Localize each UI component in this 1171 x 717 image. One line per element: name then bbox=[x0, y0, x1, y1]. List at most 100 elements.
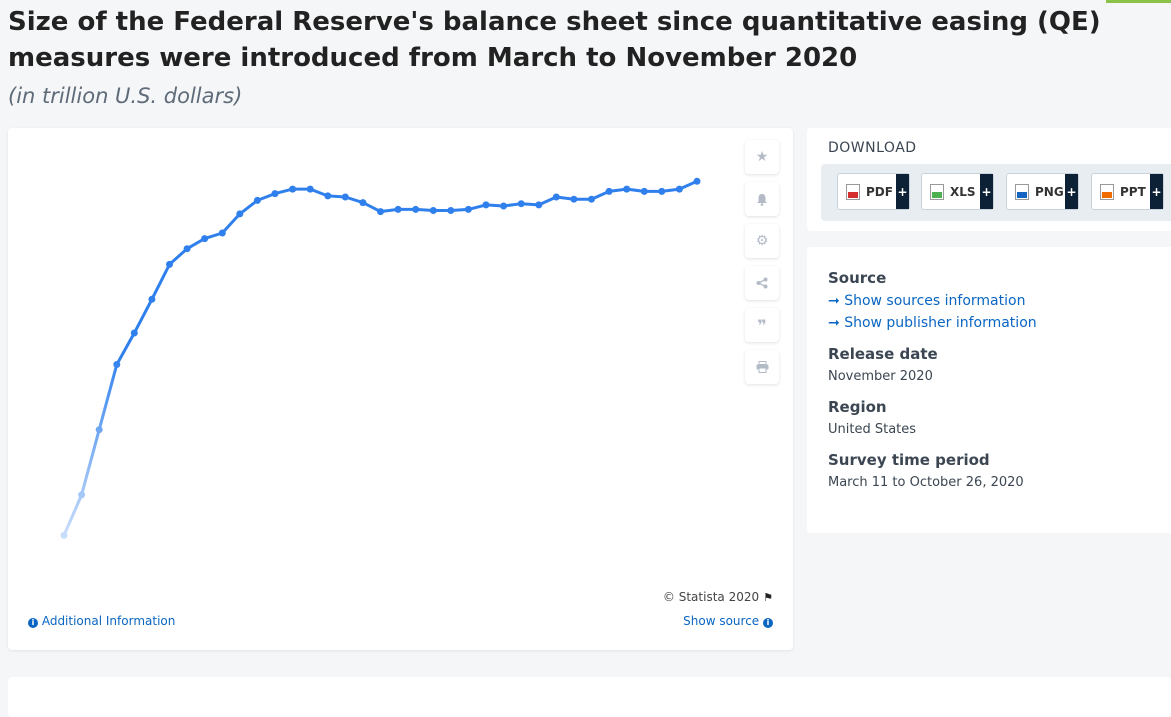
data-point[interactable] bbox=[394, 205, 402, 213]
copyright-text: © Statista 2020 bbox=[662, 590, 760, 604]
cite-button[interactable]: ❞ bbox=[745, 308, 779, 342]
page-title: Size of the Federal Reserve's balance sh… bbox=[8, 7, 1101, 73]
release-heading: Release date bbox=[828, 345, 938, 363]
data-point[interactable] bbox=[675, 185, 683, 193]
data-point[interactable] bbox=[148, 295, 156, 303]
favorite-button[interactable]: ★ bbox=[745, 140, 779, 174]
survey-section: Survey time period March 11 to October 2… bbox=[828, 451, 1168, 490]
download-title: DOWNLOAD bbox=[828, 140, 917, 156]
data-point[interactable] bbox=[166, 260, 173, 268]
region-value: United States bbox=[828, 422, 917, 437]
data-point[interactable] bbox=[306, 185, 314, 193]
data-point[interactable] bbox=[500, 202, 508, 210]
xls-file-icon bbox=[930, 183, 944, 200]
data-point[interactable] bbox=[412, 205, 420, 213]
download-label: XLS bbox=[950, 184, 976, 199]
data-point[interactable] bbox=[113, 361, 121, 368]
data-point[interactable] bbox=[183, 245, 191, 253]
data-point[interactable] bbox=[429, 207, 437, 214]
plus-icon: + bbox=[1065, 174, 1078, 209]
data-point[interactable] bbox=[377, 208, 384, 216]
data-point[interactable] bbox=[341, 193, 349, 201]
source-heading: Source bbox=[828, 269, 887, 287]
data-point[interactable] bbox=[570, 195, 578, 203]
download-label: PPT bbox=[1120, 184, 1146, 199]
chart-toolbar: ★ ⚙ ❞ bbox=[745, 140, 781, 392]
data-point[interactable] bbox=[464, 205, 472, 213]
data-point[interactable] bbox=[253, 196, 261, 204]
show-sources-link[interactable]: ➞ Show sources information bbox=[828, 293, 1168, 309]
data-point[interactable] bbox=[236, 210, 244, 218]
data-point[interactable] bbox=[552, 193, 560, 201]
statistic-info-card: Source ➞ Show sources information ➞ Show… bbox=[807, 247, 1171, 533]
plus-icon: + bbox=[896, 174, 909, 209]
data-point[interactable] bbox=[271, 190, 279, 198]
region-section: Region United States bbox=[828, 398, 1168, 437]
data-point[interactable] bbox=[623, 185, 631, 193]
bell-icon bbox=[757, 193, 767, 206]
arrow-right-icon: ➞ bbox=[828, 315, 840, 331]
data-point[interactable] bbox=[359, 199, 367, 207]
share-icon bbox=[756, 277, 768, 289]
settings-button[interactable]: ⚙ bbox=[745, 224, 779, 258]
data-point[interactable] bbox=[218, 229, 226, 237]
survey-value: March 11 to October 26, 2020 bbox=[828, 475, 1024, 490]
release-value: November 2020 bbox=[828, 369, 933, 384]
download-ppt-button[interactable]: PPT + bbox=[1091, 173, 1164, 210]
data-point[interactable] bbox=[693, 177, 701, 185]
png-file-icon bbox=[1015, 183, 1029, 200]
series-line bbox=[62, 179, 698, 536]
gear-icon: ⚙ bbox=[755, 233, 769, 249]
data-point[interactable] bbox=[130, 329, 138, 337]
download-label: PDF bbox=[866, 184, 893, 199]
data-point[interactable] bbox=[588, 195, 595, 203]
alert-button[interactable] bbox=[745, 182, 779, 216]
show-source-link[interactable]: Show source i bbox=[683, 614, 773, 628]
additional-information-label: Additional Information bbox=[41, 614, 176, 628]
star-icon: ★ bbox=[755, 149, 769, 165]
data-point[interactable] bbox=[482, 201, 490, 209]
data-point[interactable] bbox=[289, 185, 297, 193]
data-point[interactable] bbox=[605, 187, 613, 195]
bottom-card bbox=[8, 677, 1171, 717]
info-icon: i bbox=[763, 618, 773, 628]
survey-heading: Survey time period bbox=[828, 451, 990, 469]
print-icon bbox=[756, 361, 768, 373]
pdf-file-icon bbox=[846, 183, 860, 200]
quote-icon: ❞ bbox=[757, 315, 767, 335]
download-xls-button[interactable]: XLS + bbox=[921, 173, 994, 210]
source-section: Source ➞ Show sources information ➞ Show… bbox=[828, 269, 1168, 331]
data-point[interactable] bbox=[324, 192, 332, 200]
flag-icon[interactable]: ⚑ bbox=[763, 591, 773, 604]
show-publisher-link[interactable]: ➞ Show publisher information bbox=[828, 315, 1168, 331]
data-point[interactable] bbox=[201, 235, 209, 243]
download-png-button[interactable]: PNG + bbox=[1006, 173, 1079, 210]
download-bar: PDF + XLS + PNG + PPT + bbox=[821, 164, 1171, 221]
show-source-label: Show source bbox=[683, 614, 760, 628]
title-block: Size of the Federal Reserve's balance sh… bbox=[8, 4, 1168, 108]
data-point[interactable] bbox=[517, 200, 525, 208]
release-section: Release date November 2020 bbox=[828, 345, 1168, 384]
show-sources-label: Show sources information bbox=[844, 293, 1026, 309]
download-label: PNG bbox=[1035, 184, 1064, 199]
download-card: DOWNLOAD PDF + XLS + PNG + PPT + bbox=[807, 128, 1171, 231]
data-point[interactable] bbox=[640, 187, 648, 195]
data-point[interactable] bbox=[535, 201, 543, 209]
data-point[interactable] bbox=[447, 207, 455, 214]
show-publisher-label: Show publisher information bbox=[844, 315, 1037, 331]
region-heading: Region bbox=[828, 398, 887, 416]
additional-information-link[interactable]: i Additional Information bbox=[28, 614, 175, 628]
print-button[interactable] bbox=[745, 350, 779, 384]
data-point[interactable] bbox=[658, 187, 666, 195]
download-pdf-button[interactable]: PDF + bbox=[837, 173, 910, 210]
top-accent-bar bbox=[1106, 0, 1171, 3]
plus-icon: + bbox=[980, 174, 993, 209]
info-icon: i bbox=[28, 618, 38, 628]
data-point[interactable] bbox=[95, 426, 103, 434]
chart-card: ★ ⚙ ❞ bbox=[8, 128, 793, 650]
data-point[interactable] bbox=[78, 491, 86, 499]
data-point[interactable] bbox=[60, 531, 68, 539]
share-button[interactable] bbox=[745, 266, 779, 300]
ppt-file-icon bbox=[1100, 183, 1114, 200]
info-content: Source ➞ Show sources information ➞ Show… bbox=[828, 269, 1168, 504]
